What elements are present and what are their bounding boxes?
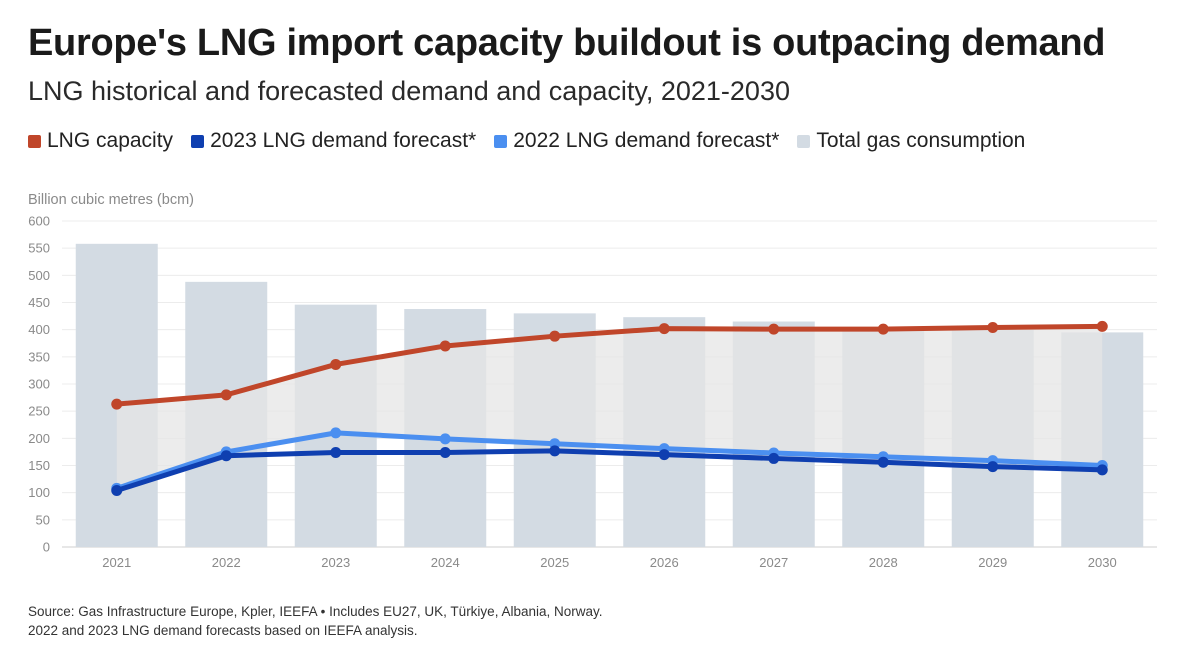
data-point-2023-lng-demand-forecast: [439, 446, 451, 458]
series-line-2022-lng-demand-forecast: [114, 430, 1105, 491]
x-tick-label: 2022: [212, 555, 241, 570]
data-point-lng-capacity: [658, 323, 670, 335]
chart-plot: Billion cubic metres (bcm) 0 50 100 150 200 25…: [28, 192, 1157, 570]
series-line-lng-capacity: [114, 323, 1105, 407]
legend-item-2023-forecast: 2023 LNG demand forecast*: [191, 129, 476, 153]
legend-swatch: [191, 134, 205, 148]
y-tick-label: 50: [36, 512, 50, 527]
legend-swatch: [797, 134, 811, 148]
series-line-2023-lng-demand-forecast: [114, 448, 1105, 493]
legend: LNG capacity 2023 LNG demand forecast* 2…: [28, 129, 1043, 153]
x-tick-label: 2030: [1088, 555, 1117, 570]
y-tick-label: 200: [28, 431, 50, 446]
legend-swatch: [494, 134, 508, 148]
y-tick-label: 100: [28, 485, 50, 500]
y-axis-label: Billion cubic metres (bcm): [28, 192, 194, 208]
legend-item-total-gas: Total gas consumption: [797, 129, 1025, 153]
legend-swatch: [28, 134, 41, 148]
x-tick-label: 2024: [431, 555, 460, 570]
y-tick-label: 400: [28, 322, 50, 337]
method-note: 2022 and 2023 LNG demand forecasts based…: [28, 623, 418, 638]
data-point-lng-capacity: [439, 340, 451, 352]
chart-subtitle: LNG historical and forecasted demand and…: [28, 76, 790, 106]
data-point-lng-capacity: [330, 358, 342, 370]
data-point-lng-capacity: [220, 389, 232, 401]
legend-label: LNG capacity: [47, 129, 174, 152]
legend-label: 2023 LNG demand forecast*: [210, 129, 477, 152]
legend-label: 2022 LNG demand forecast*: [513, 129, 780, 152]
x-tick-label: 2025: [540, 555, 569, 570]
chart-footer: Source: Gas Infrastructure Europe, Kpler…: [28, 602, 603, 640]
x-tick-label: 2027: [759, 555, 788, 570]
data-point-lng-capacity: [987, 321, 999, 333]
y-tick-label: 0: [43, 540, 50, 555]
data-point-lng-capacity: [877, 323, 889, 335]
legend-item-2022-forecast: 2022 LNG demand forecast*: [494, 129, 779, 153]
y-tick-label: 150: [28, 458, 50, 473]
x-tick-label: 2023: [321, 555, 350, 570]
legend-item-lng-capacity: LNG capacity: [28, 129, 173, 153]
y-tick-label: 600: [28, 214, 50, 229]
data-point-2023-lng-demand-forecast: [658, 449, 670, 461]
x-tick-label: 2029: [978, 555, 1007, 570]
shaded-gap-area: [116, 326, 1103, 489]
data-point-2023-lng-demand-forecast: [768, 452, 780, 464]
data-point-2022-lng-demand-forecast: [330, 427, 342, 439]
data-point-2023-lng-demand-forecast: [330, 446, 342, 458]
legend-label: Total gas consumption: [816, 129, 1026, 152]
y-tick-label: 450: [28, 295, 50, 310]
x-tick-label: 2026: [650, 555, 679, 570]
data-point-2022-lng-demand-forecast: [439, 433, 451, 445]
data-point-2023-lng-demand-forecast: [1096, 464, 1108, 476]
data-point-lng-capacity: [111, 398, 123, 410]
bar-total-gas-consumption: [75, 243, 158, 547]
data-point-lng-capacity: [768, 323, 780, 335]
data-point-2023-lng-demand-forecast: [549, 445, 561, 457]
y-tick-label: 300: [28, 377, 50, 392]
x-tick-label: 2028: [869, 555, 898, 570]
chart-title: Europe's LNG import capacity buildout is…: [28, 22, 1106, 64]
data-point-lng-capacity: [549, 330, 561, 342]
y-tick-label: 350: [28, 349, 50, 364]
y-tick-label: 250: [28, 404, 50, 419]
data-point-lng-capacity: [1096, 320, 1108, 332]
y-tick-label: 550: [28, 241, 50, 256]
source-note: Source: Gas Infrastructure Europe, Kpler…: [28, 604, 603, 619]
x-tick-label: 2021: [102, 555, 131, 570]
y-tick-label: 500: [28, 268, 50, 283]
data-point-2023-lng-demand-forecast: [877, 456, 889, 468]
data-point-2023-lng-demand-forecast: [111, 484, 123, 496]
data-point-2023-lng-demand-forecast: [220, 450, 232, 462]
data-point-2023-lng-demand-forecast: [987, 461, 999, 473]
